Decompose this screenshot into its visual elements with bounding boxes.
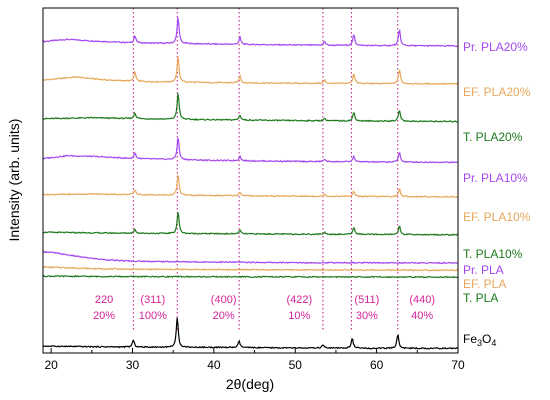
series-labels: Pr. PLA20% EF. PLA20% T. PLA20% Pr. PLA10% E…	[463, 40, 531, 348]
series-label-pr-pla10: Pr. PLA10%	[463, 171, 528, 185]
x-tick-label: 20	[44, 358, 58, 372]
series-group	[42, 17, 459, 350]
plot-frame	[42, 7, 459, 354]
series-t-pla10	[42, 212, 459, 237]
peak-hkl-label: (311)	[140, 294, 165, 306]
peak-hkl-label: (422)	[286, 294, 312, 306]
peak-hkl-label: (511)	[354, 294, 379, 306]
peak-hkl-label: (440)	[409, 294, 435, 306]
x-tick-label: 30	[126, 358, 140, 372]
series-label-pr-pla20: Pr. PLA20%	[463, 40, 528, 54]
peak-annotations: 220 20% (311) 100% (400) 20% (422) 10% (511) 30% (…	[93, 294, 435, 322]
series-ef-pla10	[42, 175, 459, 199]
series-label-pr-pla: Pr. PLA	[463, 263, 504, 277]
series-ef-pla20	[42, 56, 459, 86]
series-ef-pla	[42, 265, 459, 272]
x-axis-title: 2θ(deg)	[226, 376, 274, 392]
peak-intensity-label: 20%	[93, 310, 115, 322]
peak-intensity-label: 10%	[288, 310, 310, 322]
series-label-ef-pla20: EF. PLA20%	[463, 85, 531, 99]
x-tick-label: 40	[207, 358, 221, 372]
series-fe3o4	[42, 317, 459, 350]
series-pr-pla	[42, 250, 459, 265]
y-axis-title: Intensity (arb. units)	[6, 119, 22, 242]
peak-intensity-label: 40%	[411, 310, 433, 322]
series-label-ef-pla10: EF. PLA10%	[463, 210, 531, 224]
series-label-ef-pla: EF. PLA	[463, 277, 506, 291]
series-label-t-pla20: T. PLA20%	[463, 130, 523, 144]
peak-intensity-label: 30%	[356, 310, 378, 322]
peak-hkl-label: 220	[95, 294, 113, 306]
reference-lines	[132, 8, 399, 331]
series-pr-pla10	[42, 137, 459, 164]
peak-intensity-label: 100%	[139, 310, 167, 322]
x-tick-label: 70	[451, 358, 465, 372]
series-pr-pla20	[42, 17, 459, 48]
series-label-fe3o4: Fe3O4	[463, 332, 496, 348]
x-ticks: 20 30 40 50 60 70	[44, 348, 465, 372]
x-tick-label: 60	[370, 358, 384, 372]
series-label-t-pla: T. PLA	[463, 291, 498, 305]
peak-intensity-label: 20%	[213, 310, 235, 322]
x-tick-label: 50	[289, 358, 303, 372]
series-t-pla	[42, 274, 459, 279]
series-t-pla20	[42, 93, 459, 123]
series-label-t-pla10: T. PLA10%	[463, 247, 523, 261]
peak-hkl-label: (400)	[211, 294, 237, 306]
